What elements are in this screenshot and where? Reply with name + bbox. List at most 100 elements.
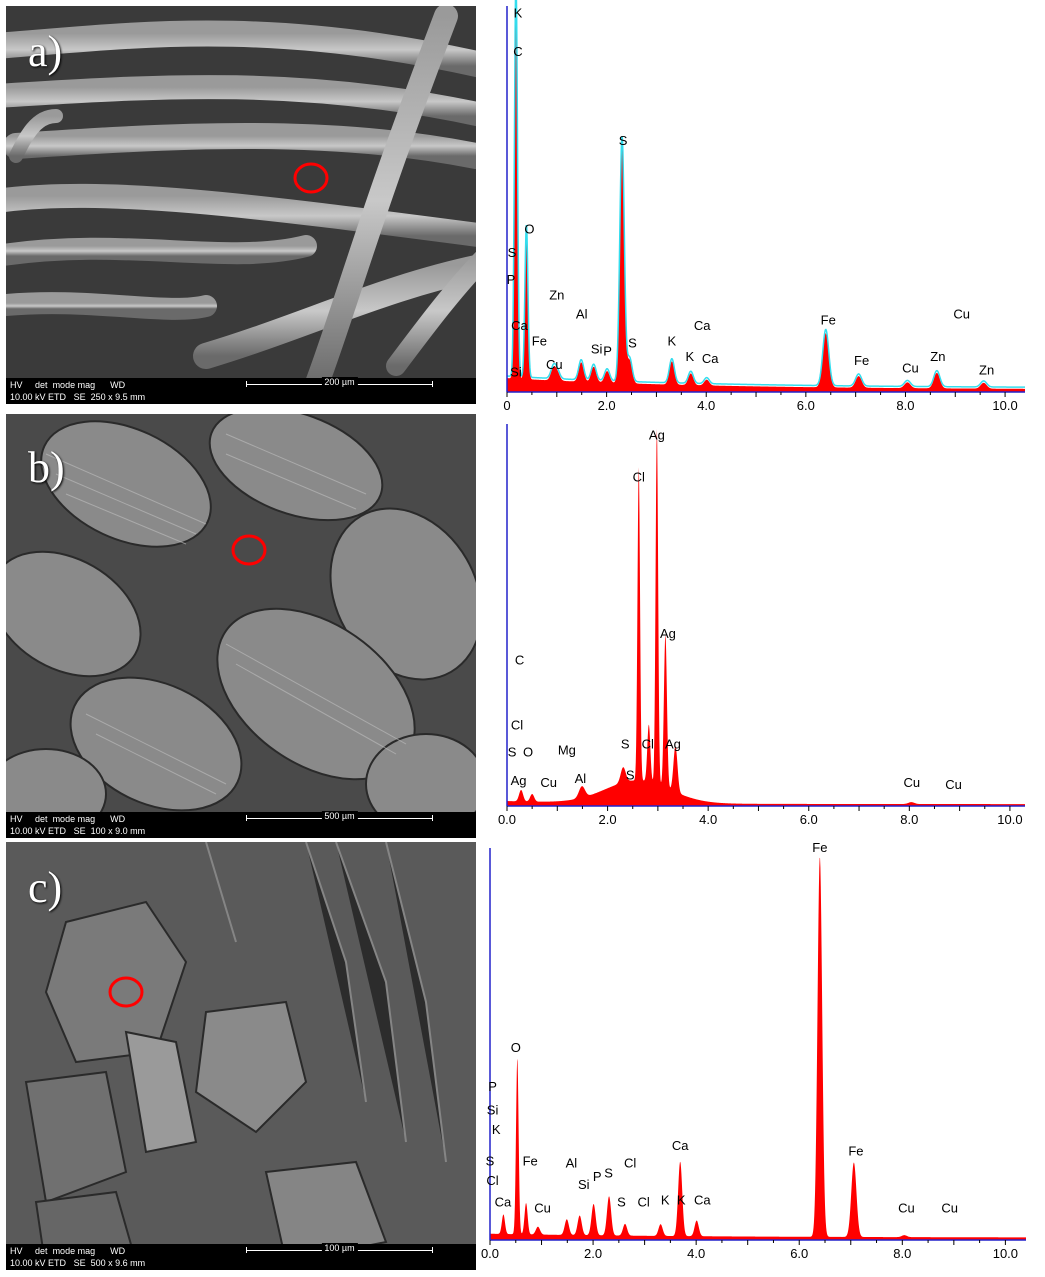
element-label: S — [626, 767, 635, 782]
element-label: P — [488, 1079, 497, 1094]
element-label: Cu — [902, 361, 919, 376]
element-label: K — [677, 1193, 686, 1208]
x-tick-label: 4.0 — [699, 812, 717, 827]
eds-spectrum-b: 0.0 2.0 4.0 6.0 8.0 10.0 Ag Cl Ag C Cl S O Mg S Cl Ag Ag C… — [495, 416, 1035, 842]
element-label: Mg — [558, 742, 576, 757]
element-label: C — [513, 44, 522, 59]
element-label: Fe — [523, 1154, 538, 1169]
element-label: Ca — [672, 1138, 689, 1153]
element-label: C — [515, 653, 524, 668]
element-label: Ca — [495, 1195, 512, 1210]
element-label: Ag — [511, 773, 527, 788]
element-label: O — [523, 744, 533, 759]
element-label: Ag — [660, 626, 676, 641]
analysis-marker-b — [231, 534, 267, 566]
x-tick-label: 0.0 — [498, 812, 516, 827]
analysis-marker-c — [108, 976, 144, 1008]
element-label: Cl — [637, 1195, 649, 1210]
element-label: Ca — [694, 318, 711, 333]
scale-bar-b: 500 µm — [246, 811, 433, 821]
x-tick-label: 4.0 — [697, 398, 715, 412]
spectrum-chart-c: 0.0 2.0 4.0 6.0 8.0 10.0 Fe O P Si K Ca Fe S Fe Al S Cl Cl… — [481, 840, 1026, 1261]
element-label: S — [604, 1165, 613, 1180]
element-label: Ca — [702, 351, 719, 366]
element-label: Zn — [979, 363, 994, 378]
spectrum-area — [507, 6, 1025, 392]
x-tick-label: 2.0 — [584, 1246, 602, 1261]
x-tick-label: 4.0 — [687, 1246, 705, 1261]
x-tick-label: 0 — [503, 398, 510, 412]
fiber-texture-a — [6, 6, 476, 404]
element-label: S — [621, 737, 630, 752]
element-label: Zn — [549, 287, 564, 302]
x-tick-label: 10.0 — [997, 812, 1022, 827]
x-tick-label: 6.0 — [800, 812, 818, 827]
sem-image-b: b) HV det mode mag WD 10.00 kV ETD SE 10… — [6, 414, 476, 838]
x-tick-label: 8.0 — [893, 1246, 911, 1261]
element-label: Fe — [854, 353, 869, 368]
element-label: Si — [591, 341, 603, 356]
element-label: Ca — [511, 318, 528, 333]
element-label: Cu — [546, 357, 563, 372]
analysis-marker-a — [293, 162, 329, 194]
panel-label-a: a) — [28, 27, 63, 76]
element-label: O — [524, 222, 534, 237]
element-label: Cu — [904, 775, 921, 790]
element-label: Ag — [649, 427, 665, 442]
panel-label-c: c) — [28, 863, 63, 912]
spectrum-area — [490, 857, 1026, 1240]
element-label: Ca — [694, 1193, 711, 1208]
element-label: K — [492, 1122, 501, 1137]
element-label: Cl — [511, 718, 523, 733]
element-label: S — [619, 133, 628, 148]
element-label: Fe — [848, 1144, 863, 1159]
element-label: Cu — [953, 307, 970, 322]
element-label: Cu — [540, 775, 557, 790]
element-label: K — [668, 334, 677, 349]
element-label: S — [508, 245, 517, 260]
element-label: P — [603, 343, 612, 358]
element-label: Cl — [486, 1173, 498, 1188]
element-label: Fe — [532, 334, 547, 349]
x-tick-label: 6.0 — [797, 398, 815, 412]
element-label: P — [593, 1169, 602, 1184]
x-tick-label: 0.0 — [481, 1246, 499, 1261]
element-label: S — [628, 336, 637, 351]
element-label: Cu — [941, 1201, 958, 1216]
element-label: K — [514, 6, 523, 21]
x-tick-label: 8.0 — [896, 398, 914, 412]
x-tick-label: 10.0 — [992, 398, 1017, 412]
element-label: P — [507, 272, 516, 287]
sem-databar-c: HV det mode mag WD 10.00 kV ETD SE 500 x… — [6, 1243, 476, 1270]
element-label: S — [508, 744, 517, 759]
element-label: Cu — [534, 1201, 551, 1216]
element-label: O — [511, 1040, 521, 1055]
x-tick-label: 2.0 — [598, 398, 616, 412]
element-label: Al — [566, 1155, 578, 1170]
element-label: Al — [576, 307, 588, 322]
sem-image-c: c) HV det mode mag WD 10.00 kV ETD SE 50… — [6, 842, 476, 1270]
element-label: Si — [487, 1103, 499, 1118]
spectrum-area — [507, 428, 1025, 806]
sem-databar-a: HV det mode mag WD 10.00 kV ETD SE 250 x… — [6, 377, 476, 404]
x-tick-label: 8.0 — [900, 812, 918, 827]
eds-spectrum-c: 0.0 2.0 4.0 6.0 8.0 10.0 Fe O P Si K Ca Fe S Fe Al S Cl Cl… — [478, 840, 1038, 1272]
eds-spectrum-a: 0 2.0 4.0 6.0 8.0 10.0 K C S O S P Zn Al Ca Fe Si P S Cu Si K… — [495, 0, 1035, 413]
element-label: S — [486, 1154, 495, 1169]
x-tick-label: 6.0 — [790, 1246, 808, 1261]
element-label: Cu — [898, 1201, 915, 1216]
element-label: Zn — [930, 349, 945, 364]
element-label: S — [617, 1195, 626, 1210]
element-label: Cl — [642, 737, 654, 752]
spectrum-overlay-line — [506, 0, 1025, 388]
element-label: Si — [510, 365, 522, 380]
element-label: Fe — [812, 842, 827, 855]
sem-databar-b: HV det mode mag WD 10.00 kV ETD SE 100 x… — [6, 811, 476, 838]
crystal-texture-c — [6, 842, 476, 1270]
x-tick-label: 10.0 — [993, 1246, 1018, 1261]
scale-bar-c: 100 µm — [246, 1243, 433, 1253]
element-label: Fe — [821, 312, 836, 327]
panel-label-b: b) — [28, 443, 65, 492]
